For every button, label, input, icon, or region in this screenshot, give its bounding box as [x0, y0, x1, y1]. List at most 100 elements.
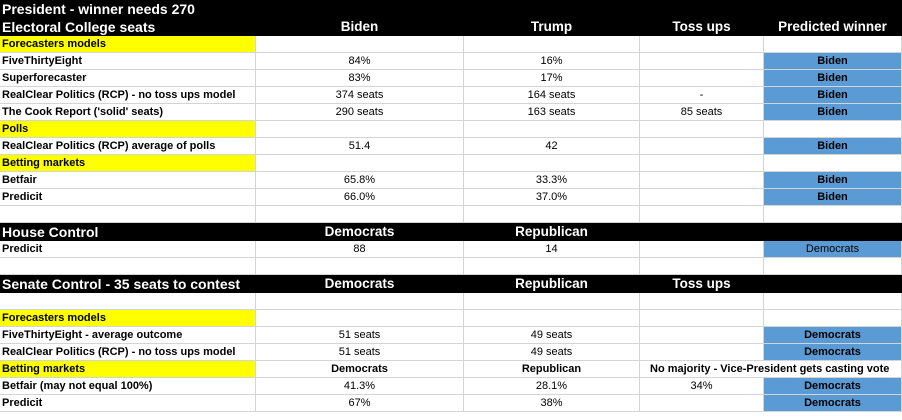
predicted-winner: Biden: [764, 189, 902, 206]
section-label-forecasters: Forecasters models: [0, 36, 256, 53]
row-label: RealClear Politics (RCP) average of poll…: [0, 138, 256, 155]
row-label: FiveThirtyEight - average outcome: [0, 327, 256, 344]
republican-value: 49 seats: [464, 327, 640, 344]
section-label-betting: Betting markets: [0, 155, 256, 172]
biden-value: 83%: [256, 70, 464, 87]
toss-up-value: [640, 189, 764, 206]
table-row: The Cook Report ('solid' seats) 290 seat…: [0, 104, 902, 121]
empty-cell: [764, 121, 902, 138]
table-row: Betfair 65.8% 33.3% Biden: [0, 172, 902, 189]
section-label-betting: Betting markets: [0, 361, 256, 378]
empty-cell: [256, 293, 464, 310]
toss-up-value: 85 seats: [640, 104, 764, 121]
row-label: FiveThirtyEight: [0, 53, 256, 70]
democrats-value: 51 seats: [256, 327, 464, 344]
biden-value: 65.8%: [256, 172, 464, 189]
empty-cell: [640, 223, 764, 241]
col-header-republican: Republican: [464, 223, 640, 241]
empty-cell: [764, 310, 902, 327]
predicted-winner: Democrats: [764, 327, 902, 344]
empty-cell: [256, 310, 464, 327]
predicted-winner: Democrats: [764, 395, 902, 412]
sub-header-republican: Republican: [464, 361, 640, 378]
biden-value: 374 seats: [256, 87, 464, 104]
blank-row: [0, 206, 902, 223]
biden-value: 51.4: [256, 138, 464, 155]
empty-cell: [464, 293, 640, 310]
empty-cell: [764, 36, 902, 53]
col-header-biden: Biden: [256, 18, 464, 36]
no-majority-label: No majority - Vice-President gets castin…: [650, 363, 890, 375]
senate-header-row: Senate Control - 35 seats to contest Dem…: [0, 275, 902, 293]
empty-cell: [764, 275, 902, 293]
row-label: RealClear Politics (RCP) - no toss ups m…: [0, 87, 256, 104]
row-label: The Cook Report ('solid' seats): [0, 104, 256, 121]
president-header-row: Electoral College seats Biden Trump Toss…: [0, 18, 902, 36]
democrats-value: 41.3%: [256, 378, 464, 395]
section-label-forecasters: Forecasters models: [0, 310, 256, 327]
trump-value: 16%: [464, 53, 640, 70]
empty-cell: [256, 121, 464, 138]
toss-up-value: [640, 138, 764, 155]
row-label: Betfair: [0, 172, 256, 189]
predicted-winner: Democrats: [764, 378, 902, 395]
empty-cell: [764, 155, 902, 172]
empty-cell: [256, 258, 464, 275]
predicted-winner: Biden: [764, 138, 902, 155]
sub-header-no-majority: No majority - Vice-President gets castin…: [640, 361, 889, 378]
no-majority-value: [640, 395, 764, 412]
col-header-toss-ups: Toss ups: [640, 18, 764, 36]
row-label: RealClear Politics (RCP) - no toss ups m…: [0, 344, 256, 361]
toss-up-value: -: [640, 87, 764, 104]
col-header-democrats: Democrats: [256, 275, 464, 293]
row-label: Predicit: [0, 395, 256, 412]
section-row: Forecasters models: [0, 310, 902, 327]
empty-cell: [464, 206, 640, 223]
empty-cell: [640, 310, 764, 327]
empty-cell: [0, 293, 256, 310]
section-row: Betting markets Democrats Republican No …: [0, 361, 902, 378]
biden-value: 290 seats: [256, 104, 464, 121]
empty-cell: [640, 241, 764, 258]
no-majority-value: 34%: [640, 378, 764, 395]
table-row: Superforecaster 83% 17% Biden: [0, 70, 902, 87]
electoral-college-label: Electoral College seats: [0, 18, 256, 36]
empty-cell: [256, 155, 464, 172]
predicted-winner: Biden: [764, 104, 902, 121]
trump-value: 164 seats: [464, 87, 640, 104]
empty-cell: [640, 155, 764, 172]
table-row: Predicit 66.0% 37.0% Biden: [0, 189, 902, 206]
empty-cell: [764, 361, 902, 378]
table-row: FiveThirtyEight - average outcome 51 sea…: [0, 327, 902, 344]
republican-value: 14: [464, 241, 640, 258]
predicted-winner: Biden: [764, 172, 902, 189]
blank-row: [0, 293, 902, 310]
senate-control-label: Senate Control - 35 seats to contest: [0, 275, 256, 293]
blank-row: [0, 258, 902, 275]
toss-up-value: [640, 70, 764, 87]
democrats-value: 67%: [256, 395, 464, 412]
col-header-democrats: Democrats: [256, 223, 464, 241]
predicted-winner: Biden: [764, 70, 902, 87]
biden-value: 84%: [256, 53, 464, 70]
toss-up-value: [640, 172, 764, 189]
empty-cell: [764, 206, 902, 223]
section-row: Forecasters models: [0, 36, 902, 53]
section-row: Betting markets: [0, 155, 902, 172]
empty-cell: [464, 310, 640, 327]
empty-cell: [640, 293, 764, 310]
empty-cell: [0, 258, 256, 275]
president-title-row: President - winner needs 270: [0, 0, 902, 18]
empty-cell: [640, 36, 764, 53]
empty-cell: [764, 293, 902, 310]
row-label: Predicit: [0, 241, 256, 258]
empty-cell: [640, 206, 764, 223]
sub-header-democrats: Democrats: [256, 361, 464, 378]
col-header-toss-ups: Toss ups: [640, 275, 764, 293]
empty-cell: [464, 155, 640, 172]
empty-cell: [764, 223, 902, 241]
trump-value: 33.3%: [464, 172, 640, 189]
trump-value: 37.0%: [464, 189, 640, 206]
section-row: Polls: [0, 121, 902, 138]
col-header-predicted-winner: Predicted winner: [764, 18, 902, 36]
